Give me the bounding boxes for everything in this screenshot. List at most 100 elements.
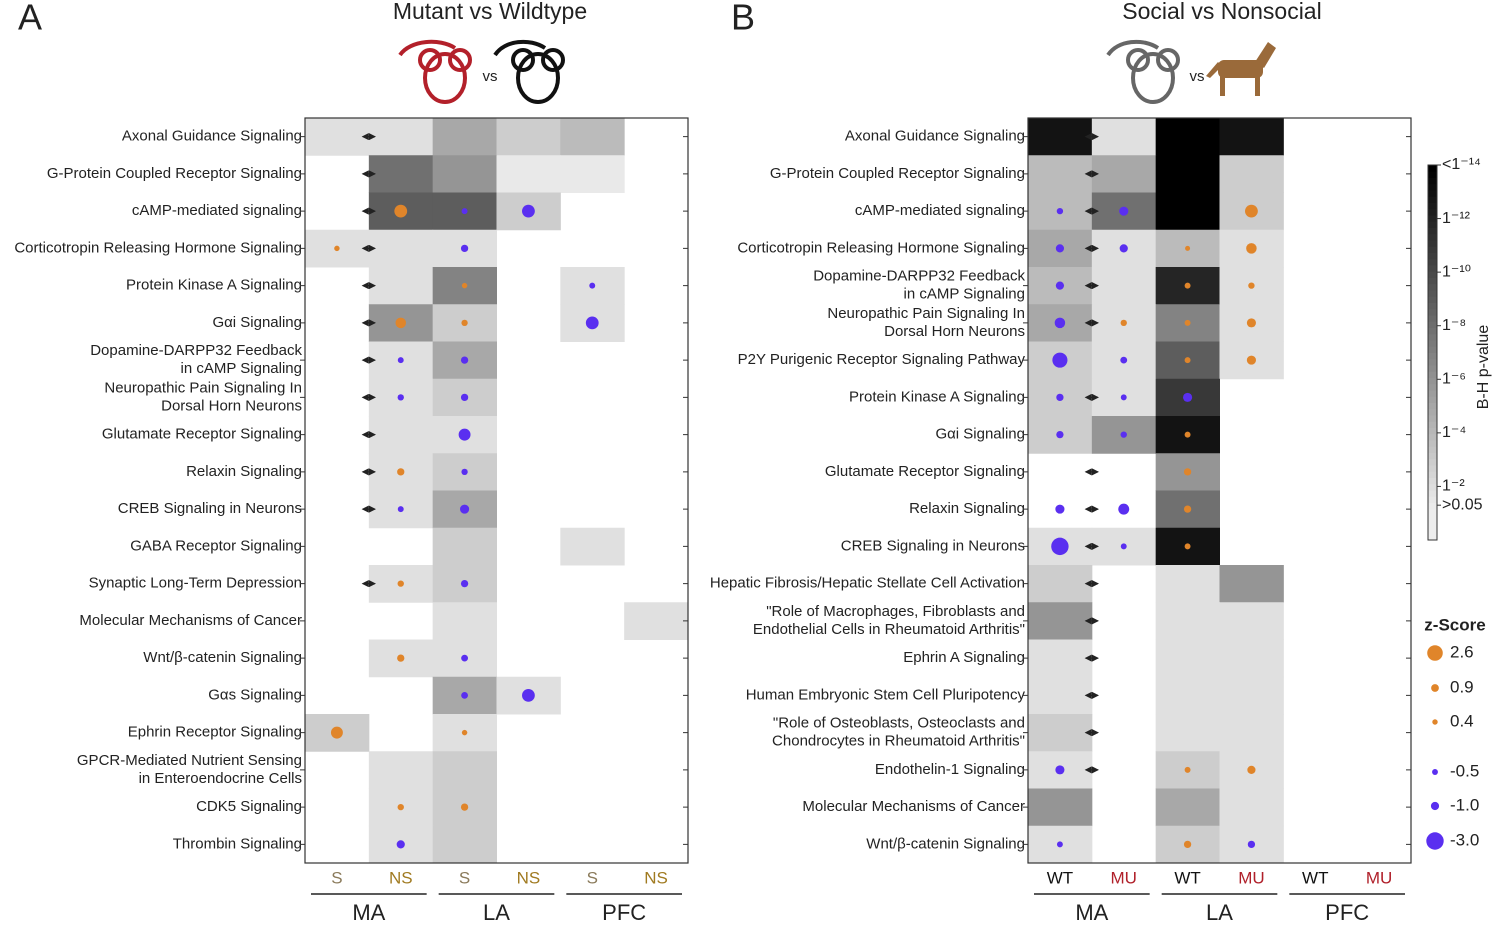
zscore-dot [1184, 766, 1191, 773]
heatmap-cell [1219, 602, 1284, 640]
column-label: WT [1047, 868, 1073, 887]
colorbar-step [1428, 290, 1437, 297]
row-label-line: Glutamate Receptor Signaling [825, 463, 1025, 480]
zscore-dot [396, 840, 405, 849]
colorbar-step [1428, 208, 1437, 216]
legend-label: -3.0 [1450, 830, 1479, 849]
zscore-dot [334, 245, 340, 252]
heatmap-cell [432, 751, 497, 789]
row-label: Protein Kinase A Signaling [126, 277, 302, 294]
zscore-dot [1184, 431, 1191, 438]
colorbar-tick-label: 1⁻⁶ [1442, 371, 1466, 388]
row-label-line: cAMP-mediated signaling [132, 202, 302, 219]
colorbar-step [1428, 433, 1437, 441]
row-label-line: Neuropathic Pain Signaling In [104, 379, 302, 396]
colorbar-step [1428, 396, 1437, 403]
zscore-dot [1119, 206, 1129, 216]
colorbar-step [1428, 358, 1437, 366]
row-label-line: Dorsal Horn Neurons [161, 397, 302, 414]
row-label-line: Chondrocytes in Rheumatoid Arthritis" [772, 733, 1025, 750]
zscore-dot [460, 393, 469, 402]
row-label-line: Molecular Mechanisms of Cancer [802, 798, 1025, 815]
legend-dot [1427, 645, 1443, 661]
heatmap-cell [560, 155, 625, 193]
row-label-line: GPCR-Mediated Nutrient Sensing [77, 752, 302, 769]
zscore-dot [1247, 840, 1256, 849]
colorbar-step [1428, 258, 1437, 266]
row-label-line: Relaxin Signaling [909, 500, 1025, 517]
heatmap-cell [624, 602, 689, 640]
row-label-line: Thrombin Signaling [173, 835, 302, 852]
zscore-dot [1120, 356, 1128, 364]
heatmap-cell [368, 155, 434, 193]
colorbar-step [1428, 221, 1437, 228]
colorbar-step [1428, 458, 1437, 466]
row-label-line: Wnt/β-catenin Signaling [143, 649, 302, 666]
zscore-dot [1120, 431, 1127, 438]
row-label: Axonal Guidance Signaling [122, 128, 302, 145]
row-label-line: Glutamate Receptor Signaling [102, 426, 302, 443]
zscore-dot [461, 691, 468, 699]
heatmap-cell [1155, 155, 1220, 193]
zscore-dot [1055, 504, 1065, 514]
row-label: Ephrin Receptor Signaling [128, 724, 302, 741]
zscore-dot [460, 244, 469, 253]
column-label: NS [389, 868, 413, 887]
colorbar-step [1428, 371, 1437, 378]
vs-label: vs [483, 68, 498, 85]
zscore-dot [1120, 394, 1127, 401]
row-label: Molecular Mechanisms of Cancer [79, 612, 302, 629]
row-label-line: CREB Signaling in Neurons [841, 537, 1025, 554]
row-label-line: GABA Receptor Signaling [130, 537, 302, 554]
zscore-dot [585, 316, 599, 330]
row-label: "Role of Osteoblasts, Osteoclasts and Cho… [772, 715, 1025, 750]
colorbar-step [1428, 271, 1437, 278]
colorbar-step [1428, 365, 1437, 372]
wildtype-mouse-icon [493, 39, 565, 104]
zscore-dot [1247, 765, 1256, 774]
heatmap-cell [1155, 118, 1220, 156]
row-label-line: Gαi Signaling [935, 426, 1025, 443]
legend-dot [1431, 684, 1439, 692]
heatmap-cell [432, 825, 497, 864]
zscore-dot [1246, 355, 1256, 365]
heatmap-cell [496, 155, 561, 193]
group-label: LA [483, 900, 510, 925]
row-label-line: Corticotropin Releasing Hormone Signalin… [14, 239, 302, 256]
heatmap-cell [432, 118, 497, 156]
heatmap-cell [1219, 714, 1284, 752]
legend-title: z-Score [1424, 615, 1485, 634]
row-label-line: Corticotropin Releasing Hormone Signalin… [737, 239, 1025, 256]
zscore-dot [1184, 282, 1191, 289]
vs-label: vs [1190, 68, 1205, 85]
colorbar-step [1428, 383, 1437, 391]
column-label: S [587, 868, 598, 887]
zscore-dot [1051, 537, 1069, 556]
colorbar-step [1428, 496, 1437, 503]
plot-frame [1027, 117, 1412, 864]
row-label: Neuropathic Pain Signaling In Dorsal Horn… [827, 305, 1025, 340]
row-label-line: Endothelial Cells in Rheumatoid Arthriti… [753, 621, 1025, 638]
row-label-line: G-Protein Coupled Receptor Signaling [47, 165, 302, 182]
heatmap-cell [1219, 676, 1284, 715]
zscore-dot [1183, 505, 1192, 513]
zscore-dot [1120, 319, 1127, 327]
colorbar-step [1428, 377, 1437, 385]
heatmap-cell [432, 155, 497, 193]
column-label: MU [1111, 868, 1137, 887]
row-label: cAMP-mediated signaling [855, 202, 1025, 219]
zscore-dot [522, 204, 535, 218]
row-label-line: Gαi Signaling [212, 314, 302, 331]
colorbar-step [1428, 327, 1437, 335]
colorbar-step [1428, 527, 1437, 535]
zscore-dot [397, 468, 405, 476]
heatmap-cell [1155, 639, 1220, 678]
heatmap-cell [1028, 676, 1093, 715]
colorbar-step [1428, 196, 1437, 203]
heatmap-cell [1028, 118, 1093, 156]
row-label-line: G-Protein Coupled Receptor Signaling [770, 165, 1025, 182]
colorbar-step [1428, 502, 1437, 510]
zscore-dot [460, 579, 469, 588]
